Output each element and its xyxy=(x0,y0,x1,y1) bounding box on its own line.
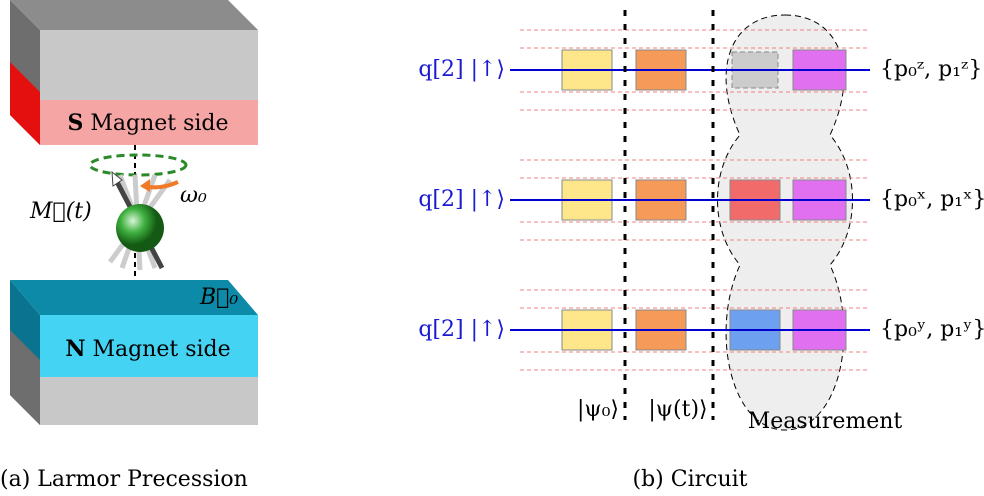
measurement-label: Measurement xyxy=(748,409,903,434)
rotation-arrowhead xyxy=(140,179,150,192)
output-label: {p₀ʸ, p₁ʸ} xyxy=(880,317,984,342)
particle xyxy=(116,204,164,252)
qubit-label: q[2] |↑⟩ xyxy=(418,187,505,212)
caption: (a) Larmor Precession xyxy=(0,467,248,492)
state-label: |ψ₀⟩ xyxy=(577,397,619,422)
north-label: N Magnet side xyxy=(65,336,230,362)
caption: (b) Circuit xyxy=(633,467,748,492)
precession-circle xyxy=(90,155,186,175)
field-label: B⃗₀ xyxy=(199,285,238,310)
frequency-label: ω₀ xyxy=(180,183,207,208)
magnet-top xyxy=(10,0,258,30)
south-label: S Magnet side xyxy=(67,110,228,136)
magnet-face xyxy=(40,30,258,100)
magnet-face xyxy=(40,377,258,425)
panel-b: {p₀ʸ, p₁ʸ}R_zU₁U₃q[2] |↑⟩{p₀ˣ, p₁ˣ}HU₁U₃… xyxy=(418,10,984,492)
qubit-label: q[2] |↑⟩ xyxy=(418,317,505,342)
output-label: {p₀ᶻ, p₁ᶻ} xyxy=(880,57,982,82)
panel-a: S Magnet side M⃗(t) ω₀ B⃗₀ N Magnet side… xyxy=(0,0,258,492)
figure: S Magnet side M⃗(t) ω₀ B⃗₀ N Magnet side… xyxy=(0,0,984,496)
moment-label: M⃗(t) xyxy=(29,199,92,224)
qubit-label: q[2] |↑⟩ xyxy=(418,57,505,82)
output-label: {p₀ˣ, p₁ˣ} xyxy=(880,187,984,212)
state-label: |ψ(t)⟩ xyxy=(648,397,707,422)
